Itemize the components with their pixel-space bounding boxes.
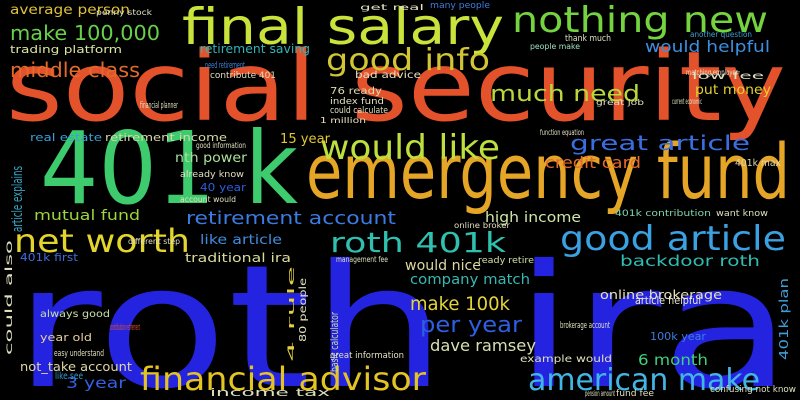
word: management fee: [336, 255, 388, 264]
word: not_take account: [20, 360, 132, 374]
word: article helpful: [635, 294, 701, 307]
word: need retirement: [205, 61, 245, 71]
word: net worth: [14, 222, 190, 260]
word: 100k year: [650, 330, 706, 343]
word: article explains: [10, 166, 26, 232]
word: financial advisor: [140, 360, 427, 398]
word: income tax: [210, 386, 331, 399]
word: 3 year: [66, 374, 127, 392]
word: 80 people: [298, 278, 309, 342]
word: retirement account: [186, 208, 396, 229]
word: 40 year: [200, 181, 247, 194]
word: 4 rule: [287, 264, 297, 362]
word: social security: [6, 31, 786, 143]
word: 401k plan: [777, 278, 791, 360]
word: online broker: [454, 221, 511, 230]
word: index fund: [330, 97, 384, 107]
word: make 100k: [410, 293, 510, 315]
word: great article: [570, 131, 750, 155]
word: basic calculator: [328, 312, 341, 372]
word: dave ramsey: [430, 336, 536, 355]
word: low fee: [692, 71, 764, 82]
word: real estate: [30, 131, 102, 144]
word: get real: [360, 3, 424, 12]
word: another question: [690, 30, 752, 39]
word: much need: [490, 82, 640, 107]
word: make 100,000: [10, 21, 160, 45]
word: fund fee: [616, 389, 654, 399]
word: would nice: [405, 258, 481, 274]
word: 401k first: [20, 251, 79, 264]
word: 401k max: [735, 158, 781, 169]
word: would helpful: [645, 37, 770, 56]
word: contribute 401: [210, 71, 276, 81]
word: 401k contribution: [615, 209, 711, 219]
word: bad advice: [355, 70, 421, 81]
word: account would: [180, 195, 236, 204]
word: 6 month: [638, 351, 708, 369]
word: could also: [4, 240, 15, 355]
word: different step: [128, 237, 180, 246]
word: easy understand: [54, 349, 104, 359]
word: 1 million: [320, 116, 366, 125]
word: function equation: [540, 128, 584, 137]
word: 76 ready: [330, 86, 382, 97]
word: penny stock: [96, 8, 152, 17]
word: confusing not know: [710, 385, 796, 395]
word: credit card: [545, 153, 641, 172]
word: example would: [520, 354, 612, 365]
word: company match: [410, 272, 530, 288]
word: year old: [40, 331, 92, 344]
word: trading platform: [10, 43, 122, 56]
word: retirement saving: [200, 42, 310, 56]
word: average person: [10, 3, 130, 18]
word: 15 year: [280, 132, 331, 147]
word: nth power: [175, 151, 248, 166]
word: great information: [330, 351, 404, 361]
word: good article: [560, 219, 786, 259]
word: good information: [196, 141, 246, 150]
word: nothing new: [512, 0, 768, 41]
word: middle class: [10, 58, 140, 82]
word: would like: [320, 128, 500, 168]
word: financial planner: [140, 101, 178, 111]
word: already know: [180, 170, 244, 180]
word: thank much: [565, 34, 611, 44]
word: always good: [40, 309, 110, 320]
word: matching employer: [686, 68, 738, 77]
word: roth ira: [14, 229, 792, 400]
word: many people: [430, 1, 490, 11]
word: mutual fund: [34, 208, 140, 224]
word: put money: [695, 83, 771, 98]
word: 401 k: [40, 110, 298, 227]
word: american make: [528, 363, 760, 398]
word: good info: [326, 43, 490, 78]
word: final salary: [182, 0, 504, 56]
word: brokerage account: [560, 321, 610, 331]
word: backdoor roth: [620, 252, 760, 270]
word: traditional ira: [185, 251, 291, 265]
word: great job: [596, 98, 644, 107]
word: ready retire: [478, 256, 534, 266]
word: contribution retirement: [110, 323, 140, 333]
word: online brokerage: [600, 288, 722, 302]
word: pension amount: [585, 389, 615, 398]
word: current economic: [672, 97, 702, 106]
word: want know: [716, 209, 768, 219]
word: roth 401k: [330, 226, 507, 259]
word: retirement income: [105, 131, 227, 144]
word: like see: [55, 371, 83, 382]
word: like article: [200, 233, 282, 248]
word: people make: [530, 42, 580, 51]
word: emergency fund: [306, 127, 790, 216]
word: could calculate: [330, 106, 388, 116]
word: high income: [485, 210, 581, 226]
word: per year: [420, 313, 523, 338]
